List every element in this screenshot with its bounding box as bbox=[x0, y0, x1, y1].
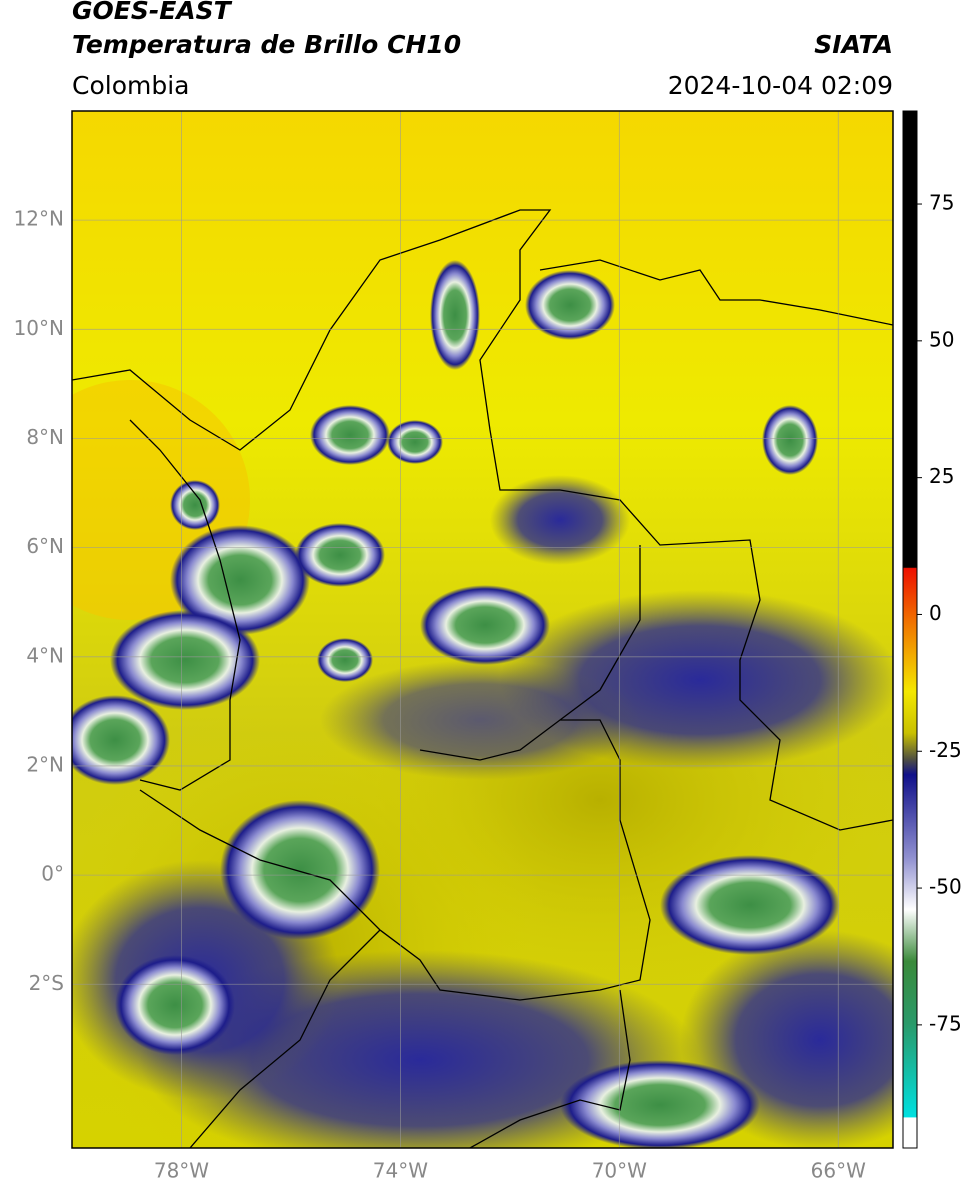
colorbar-tick-label: 75 bbox=[929, 191, 954, 215]
colorbar-tick-label: 50 bbox=[929, 327, 954, 351]
title-line2: Temperatura de Brillo CH10 bbox=[72, 30, 461, 59]
lon-tick-label: 66°W bbox=[811, 1159, 866, 1183]
region: Colombia bbox=[72, 71, 189, 100]
colorbar-tick-label: -75 bbox=[929, 1011, 962, 1035]
colorbar-tick-label: 25 bbox=[929, 464, 954, 488]
lat-tick-label: 0° bbox=[41, 862, 64, 886]
source: SIATA bbox=[814, 30, 893, 59]
datetime: 2024-10-04 02:09 bbox=[668, 71, 893, 100]
lat-tick-label: 8°N bbox=[26, 425, 64, 449]
lat-tick-label: 2°N bbox=[26, 752, 64, 776]
graticule bbox=[72, 111, 893, 1148]
satellite-image bbox=[72, 111, 893, 1148]
lon-tick-label: 70°W bbox=[592, 1159, 647, 1183]
colorbar bbox=[902, 110, 918, 1149]
lon-tick-label: 78°W bbox=[154, 1159, 209, 1183]
lon-tick-label: 74°W bbox=[373, 1159, 428, 1183]
lat-tick-label: 6°N bbox=[26, 534, 64, 558]
map-frame bbox=[71, 110, 894, 1149]
colorbar-tick-label: -50 bbox=[929, 875, 962, 899]
title-line1: GOES-EAST bbox=[72, 0, 233, 25]
lat-tick-label: 10°N bbox=[14, 316, 64, 340]
lat-tick-label: 12°N bbox=[14, 207, 64, 231]
lat-tick-label: 2°S bbox=[29, 971, 64, 995]
colorbar-tick-label: 0 bbox=[929, 601, 942, 625]
lat-tick-label: 4°N bbox=[26, 643, 64, 667]
colorbar-tick-label: -25 bbox=[929, 738, 962, 762]
